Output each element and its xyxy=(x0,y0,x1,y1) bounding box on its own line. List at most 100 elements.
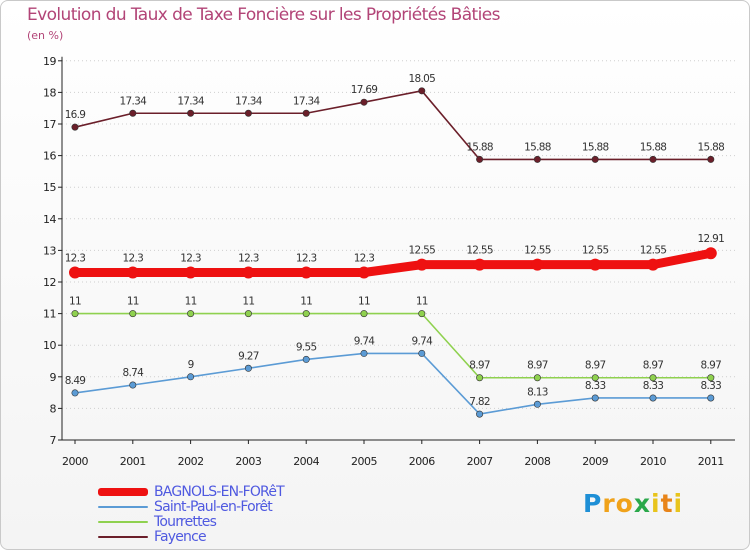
series-line-2 xyxy=(74,352,712,415)
data-label: 11 xyxy=(300,296,312,308)
logo-letter: t xyxy=(660,489,674,518)
y-tick-label: 8 xyxy=(50,402,57,415)
data-point xyxy=(187,109,195,117)
chart-title: Evolution du Taux de Taxe Foncière sur l… xyxy=(27,5,500,25)
x-tick-label: 2008 xyxy=(524,455,550,468)
data-label: 8.33 xyxy=(585,380,606,392)
data-label: 11 xyxy=(69,296,81,308)
legend-item-fayence: Fayence xyxy=(98,529,284,544)
data-label: 15.88 xyxy=(582,141,609,153)
x-tick-label: 2009 xyxy=(582,455,608,468)
data-point xyxy=(300,266,313,279)
x-tick-label: 2004 xyxy=(293,455,319,468)
data-point xyxy=(360,98,368,106)
y-tick-label: 16 xyxy=(43,150,56,163)
data-label: 8.97 xyxy=(585,360,606,372)
data-label: 15.88 xyxy=(466,141,493,153)
data-label: 12.3 xyxy=(296,253,317,265)
data-label: 17.34 xyxy=(293,95,321,107)
logo-letter: r xyxy=(602,489,616,518)
data-point xyxy=(707,155,715,163)
chart-subtitle: (en %) xyxy=(27,29,64,42)
data-point xyxy=(71,310,79,318)
data-point xyxy=(649,374,657,382)
data-label: 15.88 xyxy=(524,141,551,153)
data-label: 8.97 xyxy=(527,360,548,372)
x-tick-label: 2001 xyxy=(120,455,146,468)
data-label: 9.27 xyxy=(238,350,259,362)
data-point xyxy=(476,410,484,418)
data-label: 12.3 xyxy=(354,253,375,265)
data-point xyxy=(591,155,599,163)
legend-swatch-tourrettes xyxy=(98,520,148,523)
y-tick-label: 14 xyxy=(43,213,56,226)
data-label: 16.9 xyxy=(65,109,86,121)
logo-letter: x xyxy=(633,489,651,518)
y-tick-label: 12 xyxy=(43,276,56,289)
data-point xyxy=(71,389,79,397)
data-point xyxy=(358,266,370,279)
data-point xyxy=(129,310,137,318)
y-tick-label: 9 xyxy=(50,371,57,384)
data-label: 9.74 xyxy=(412,335,434,347)
data-label: 12.3 xyxy=(65,253,86,265)
data-point xyxy=(707,374,715,382)
data-label: 8.49 xyxy=(65,375,86,387)
data-point xyxy=(129,381,137,389)
y-tick-label: 17 xyxy=(43,118,56,131)
data-point xyxy=(531,258,544,271)
logo-letter: P xyxy=(583,489,603,518)
legend-swatch-bagnols xyxy=(98,487,148,496)
data-label: 8.97 xyxy=(701,360,722,372)
data-point xyxy=(649,155,657,163)
x-tick-label: 2003 xyxy=(235,455,261,468)
y-tick-label: 7 xyxy=(50,434,57,447)
legend-item-tourrettes: Tourrettes xyxy=(98,514,284,529)
data-point xyxy=(69,266,81,279)
series-line-3 xyxy=(70,248,716,278)
data-label: 12.55 xyxy=(524,245,551,257)
data-point xyxy=(302,109,310,117)
data-point xyxy=(591,394,599,402)
x-tick-label: 2007 xyxy=(467,455,493,468)
data-point xyxy=(704,247,717,260)
data-point xyxy=(533,374,541,382)
y-tick-label: 18 xyxy=(43,86,56,99)
data-label: 11 xyxy=(416,296,428,308)
data-label: 17.34 xyxy=(120,95,148,107)
data-point xyxy=(418,87,426,95)
legend-item-bagnols: BAGNOLS-EN-FORêT xyxy=(98,484,285,499)
x-tick-label: 2011 xyxy=(698,455,724,468)
data-point xyxy=(476,374,484,382)
data-label: 8.97 xyxy=(469,360,490,372)
y-tick-label: 11 xyxy=(43,308,56,321)
chart-legend: BAGNOLS-EN-FORêT Saint-Paul-en-Forêt Tou… xyxy=(98,484,285,544)
legend-swatch-saint-paul xyxy=(98,505,148,508)
data-point xyxy=(244,364,252,372)
data-point xyxy=(302,310,310,318)
data-label: 12.55 xyxy=(409,245,436,257)
data-point xyxy=(591,374,599,382)
data-point xyxy=(533,155,541,163)
data-point xyxy=(360,310,368,318)
series-line-1 xyxy=(74,312,712,379)
data-point xyxy=(244,310,252,318)
data-point xyxy=(187,373,195,381)
data-label: 15.88 xyxy=(640,141,667,153)
legend-label-tourrettes: Tourrettes xyxy=(154,513,217,530)
data-label: 8.33 xyxy=(643,380,664,392)
legend-swatch-fayence xyxy=(98,535,148,538)
data-point xyxy=(418,349,426,357)
data-label: 12.91 xyxy=(698,233,725,245)
data-label: 12.55 xyxy=(466,245,493,257)
legend-label-fayence: Fayence xyxy=(154,528,207,545)
data-label: 17.34 xyxy=(235,95,263,107)
x-tick-label: 2005 xyxy=(351,455,377,468)
data-label: 9.55 xyxy=(296,341,317,353)
data-label: 11 xyxy=(242,296,254,308)
data-point xyxy=(244,109,252,117)
data-point xyxy=(589,258,602,271)
data-label: 12.3 xyxy=(238,253,259,265)
data-label: 7.82 xyxy=(469,396,490,408)
